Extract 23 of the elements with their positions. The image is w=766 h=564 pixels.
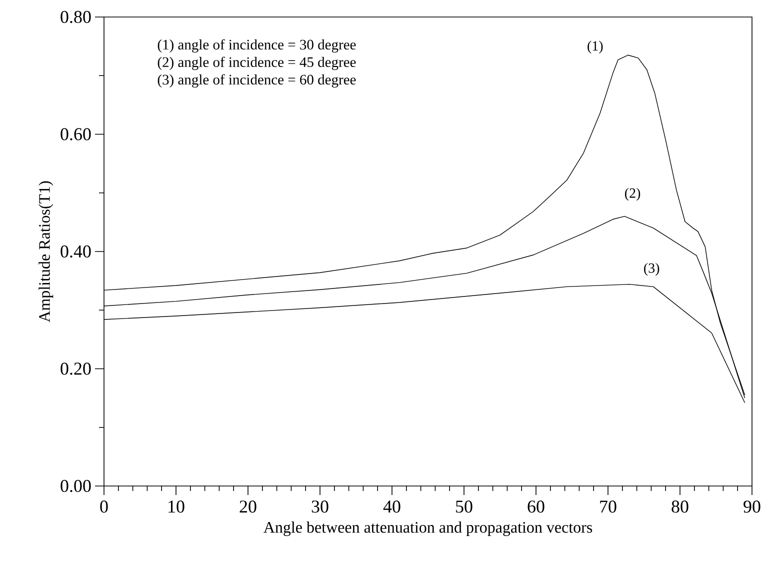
y-axis-title: Amplitude Ratios(T1) <box>38 181 54 322</box>
annotation: (1) angle of incidence = 30 degree <box>158 39 356 53</box>
x-tick-label: 30 <box>312 500 328 513</box>
y-tick-label: 0.60 <box>60 128 91 140</box>
x-tick-label: 60 <box>528 500 544 513</box>
x-axis-title: Angle between attenuation and propagation vectors <box>264 522 592 536</box>
x-tick-label: 40 <box>383 500 400 513</box>
y-tick-label: 0.20 <box>60 362 91 375</box>
x-tick-label: 0 <box>100 500 108 513</box>
x-tick-label: 70 <box>600 500 616 513</box>
x-tick-label: 50 <box>456 500 472 513</box>
x-tick-label: 90 <box>744 500 760 513</box>
y-tick-label: 0.40 <box>60 245 91 258</box>
x-tick-label: 20 <box>240 500 256 513</box>
x-tick-label: 10 <box>168 500 184 513</box>
annotation: (2) <box>625 188 640 201</box>
y-tick-label: 0.80 <box>60 10 91 24</box>
annotation: (2) angle of incidence = 45 degree <box>158 56 356 70</box>
annotation: (3) angle of incidence = 60 degree <box>158 74 356 88</box>
y-tick-label: 0.00 <box>60 480 91 492</box>
annotation: (3) <box>644 262 660 276</box>
annotation: (1) <box>588 40 603 54</box>
x-tick-label: 80 <box>672 500 688 513</box>
